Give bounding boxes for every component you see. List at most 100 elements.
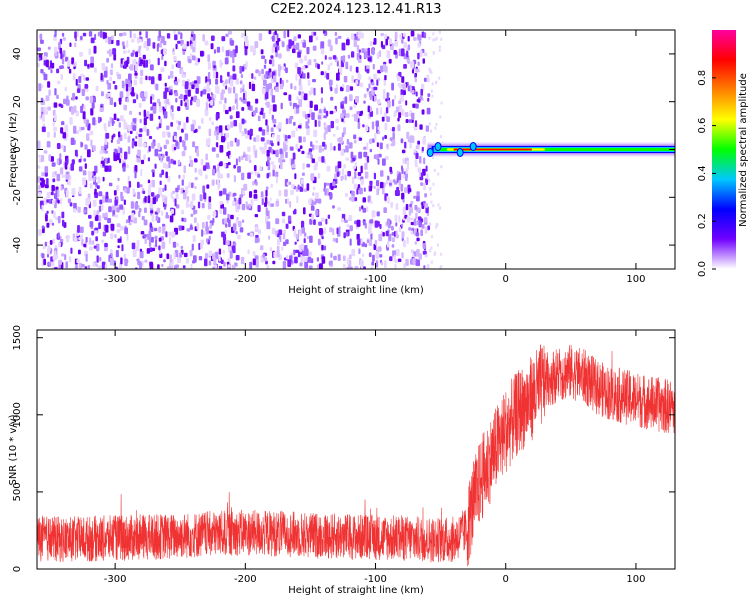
spectrogram-cell: [234, 202, 238, 206]
spectrogram-cell: [129, 30, 132, 39]
y-tick-label: -40: [12, 237, 23, 253]
spectrogram-cell: [131, 212, 135, 221]
spectrogram-cell: [260, 245, 264, 251]
spectrogram-cell: [379, 223, 382, 229]
spectrogram-cell: [68, 68, 72, 74]
spectrogram-cell: [38, 229, 42, 236]
spectrogram-cell: [203, 165, 207, 171]
spectrogram-cell: [415, 152, 419, 159]
spectrogram-cell: [126, 40, 129, 48]
spectrogram-cell: [405, 48, 409, 52]
spectrogram-cell: [221, 46, 225, 52]
spectrogram-cell: [386, 240, 390, 248]
spectrogram-cell: [117, 146, 120, 154]
spectrogram-cell: [166, 253, 170, 260]
spectrogram-cell: [103, 32, 107, 39]
spectrogram-cell: [310, 205, 315, 211]
spectrogram-cell: [401, 223, 404, 227]
y-tick-label: 500: [12, 482, 23, 501]
spectrogram-cell: [371, 210, 376, 218]
spectrogram-cell: [387, 100, 391, 108]
spectrogram-cell: [440, 165, 443, 169]
spectrogram-cell: [307, 113, 311, 118]
spectrogram-cell: [57, 232, 60, 239]
spectrogram-cell: [116, 185, 120, 191]
spectrogram-cell: [377, 131, 381, 135]
spectrogram-cell: [295, 74, 298, 81]
spectrogram-cell: [233, 242, 237, 247]
spectrogram-cell: [348, 142, 353, 149]
spectrogram-cell: [266, 264, 270, 269]
spectrogram-cell: [85, 96, 89, 101]
spectrogram-cell: [315, 145, 318, 150]
spectrogram-cell: [197, 125, 201, 130]
spectrogram-cell: [149, 64, 154, 71]
spectrogram-cell: [164, 184, 167, 191]
spectrogram-cell: [391, 99, 395, 107]
spectrogram-cell: [120, 257, 123, 265]
spectrogram-cell: [426, 74, 430, 81]
spectrogram-cell: [261, 129, 266, 136]
spectrogram-cell: [51, 199, 55, 205]
spectrogram-cell: [380, 261, 384, 266]
spectrogram-cell: [293, 121, 296, 126]
spectrogram-cell: [113, 53, 117, 61]
spectrogram-cell: [405, 119, 409, 123]
spectrogram-cell: [152, 42, 156, 49]
spectrogram-cell: [297, 51, 301, 58]
spectrogram-cell: [227, 87, 232, 94]
spectrogram-cell: [147, 179, 151, 184]
spectrogram-cell: [263, 79, 267, 86]
spectrogram-cell: [190, 213, 194, 217]
spectrogram-cell: [225, 240, 230, 246]
spectrogram-cell: [251, 80, 254, 84]
spectrogram-cell: [303, 93, 308, 101]
spectrogram-cell: [296, 96, 299, 101]
colorbar-tick-label: 0.4: [697, 165, 708, 181]
spectrogram-cell: [87, 64, 90, 68]
spectrogram-cell: [175, 140, 178, 147]
spectrogram-cell: [341, 168, 345, 176]
spectrogram-cell: [186, 228, 191, 232]
spectrogram-cell: [158, 101, 161, 107]
spectrogram-cell: [138, 45, 142, 49]
spectrogram-cell: [416, 237, 420, 242]
spectrogram-cell: [289, 115, 294, 120]
spectrogram-cell: [165, 231, 168, 238]
spectrogram-cell: [57, 199, 60, 204]
spectrogram-cell: [263, 64, 267, 69]
spectrogram-cell: [149, 222, 152, 228]
spectrogram-cell: [130, 201, 135, 209]
x-tick-label: 0: [503, 274, 509, 285]
spectrogram-cell: [102, 231, 107, 237]
spectrogram-cell: [110, 139, 113, 143]
spectrogram-cell: [243, 151, 246, 155]
spectrogram-cell: [283, 241, 287, 246]
colorbar-ticks: 0.00.20.40.60.8: [697, 70, 716, 277]
spectrogram-cell: [292, 152, 296, 160]
spectrogram-cell: [332, 238, 336, 242]
spectrogram-cell: [188, 181, 191, 188]
spectrogram-cell: [138, 133, 143, 137]
spectrogram-cell: [114, 214, 119, 218]
spectrogram-cell: [273, 251, 277, 258]
spectrogram-cell: [148, 135, 153, 140]
spectrogram-cell: [321, 244, 324, 251]
spectrogram-cell: [271, 134, 275, 138]
spectrogram-cell: [304, 260, 309, 269]
spectrogram-cell: [302, 162, 305, 170]
spectrogram-cell: [82, 177, 86, 186]
spectrogram-cell: [52, 121, 55, 127]
spectrogram-cell: [424, 216, 428, 223]
spectrogram-cell: [405, 203, 409, 211]
spectrogram-cell: [41, 84, 44, 89]
spectrogram-cell: [388, 233, 392, 242]
spectrogram-cell: [45, 59, 49, 68]
spectrogram-cell: [389, 182, 392, 186]
spectrogram-cell: [374, 132, 377, 141]
spectrogram-cell: [296, 108, 300, 114]
spectrogram-cell: [75, 38, 78, 42]
spectrogram-cell: [413, 195, 417, 199]
signal-lobe: [434, 142, 442, 151]
spectrogram-cell: [406, 216, 411, 223]
